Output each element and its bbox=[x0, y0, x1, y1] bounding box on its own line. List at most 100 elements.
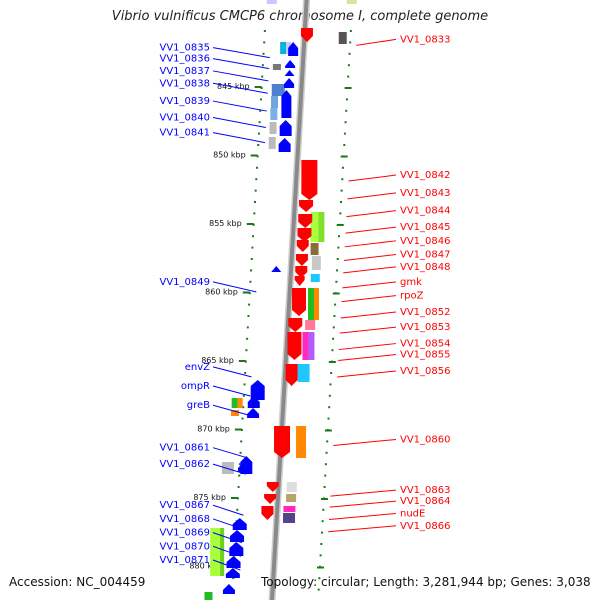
feature-block bbox=[268, 137, 276, 149]
reverse-gene-arrow bbox=[284, 70, 295, 76]
minor-tick-left bbox=[255, 166, 258, 169]
minor-tick-right bbox=[320, 531, 323, 534]
gene-label: VV1_0862 bbox=[160, 459, 211, 470]
forward-gene-arrow bbox=[299, 200, 314, 212]
leader-line bbox=[328, 512, 397, 520]
gene-label: VV1_0833 bbox=[400, 34, 451, 45]
reverse-gene-arrow bbox=[229, 542, 244, 556]
major-tick-right bbox=[344, 87, 352, 89]
reverse-gene-arrow bbox=[247, 408, 260, 418]
reverse-gene-arrow bbox=[230, 530, 245, 542]
backbone-group bbox=[268, 0, 311, 600]
map-title: Vibrio vulnificus CMCP6 chromosome I, co… bbox=[111, 9, 489, 24]
feature-block bbox=[266, 0, 277, 4]
reverse-gene-arrow bbox=[279, 120, 292, 136]
minor-tick-right bbox=[319, 554, 322, 557]
gene-label: VV1_0861 bbox=[160, 443, 211, 454]
forward-gene-arrow bbox=[261, 506, 274, 520]
forward-gene-arrow bbox=[264, 494, 277, 504]
minor-tick-right bbox=[330, 372, 333, 374]
leader-line bbox=[341, 295, 397, 303]
reverse-gene-arrow bbox=[237, 462, 250, 472]
leader-line bbox=[212, 385, 251, 397]
leader-line bbox=[333, 438, 397, 446]
gene-label: VV1_0846 bbox=[400, 236, 451, 247]
minor-tick-left bbox=[245, 349, 248, 352]
leader-line bbox=[212, 366, 252, 378]
leader-line bbox=[212, 58, 270, 70]
minor-tick-right bbox=[344, 121, 347, 124]
minor-tick-right bbox=[339, 201, 342, 203]
minor-tick-left bbox=[249, 280, 252, 283]
minor-tick-left bbox=[263, 30, 266, 32]
major-tick-right bbox=[340, 155, 348, 158]
reverse-gene-arrow bbox=[278, 138, 291, 152]
minor-tick-left bbox=[253, 212, 256, 215]
major-tick-left bbox=[254, 86, 262, 88]
minor-tick-left bbox=[246, 337, 249, 340]
minor-tick-left bbox=[244, 372, 247, 374]
minor-tick-right bbox=[328, 394, 331, 397]
minor-tick-right bbox=[335, 280, 338, 283]
forward-gene-arrow bbox=[300, 28, 313, 42]
leader-line bbox=[338, 354, 397, 362]
minor-tick-left bbox=[253, 201, 256, 203]
feature-block bbox=[310, 243, 319, 255]
feature-block bbox=[310, 274, 320, 282]
minor-tick-left bbox=[259, 109, 262, 112]
leader-line bbox=[212, 117, 266, 129]
minor-tick-left bbox=[255, 178, 258, 181]
minor-tick-left bbox=[254, 189, 257, 192]
feature-block bbox=[311, 256, 321, 270]
feature-block bbox=[269, 122, 277, 134]
leader-line bbox=[344, 240, 397, 248]
leader-line bbox=[330, 489, 397, 497]
minor-tick-right bbox=[327, 417, 330, 420]
leader-line bbox=[212, 463, 246, 475]
leader-line bbox=[339, 326, 397, 334]
feature-block bbox=[297, 364, 310, 382]
minor-tick-left bbox=[239, 451, 242, 454]
feature-block bbox=[204, 592, 213, 600]
leader-line bbox=[212, 404, 250, 416]
feature-block bbox=[310, 212, 319, 242]
minor-tick-right bbox=[340, 189, 343, 192]
feature-block bbox=[270, 108, 278, 120]
minor-tick-right bbox=[332, 326, 335, 329]
leader-line bbox=[346, 210, 397, 218]
feature-block bbox=[286, 482, 297, 492]
leader-line bbox=[212, 545, 242, 557]
leader-line bbox=[338, 343, 397, 351]
minor-tick-right bbox=[347, 75, 350, 78]
leader-line bbox=[340, 311, 397, 319]
gene-label: VV1_0867 bbox=[160, 500, 211, 511]
reverse-gene-arrow bbox=[247, 396, 260, 408]
minor-tick-left bbox=[259, 98, 262, 101]
minor-tick-right bbox=[322, 508, 325, 511]
gene-label: nudE bbox=[400, 508, 425, 519]
reverse-gene-arrow bbox=[222, 584, 235, 594]
minor-tick-left bbox=[237, 486, 240, 488]
feature-block bbox=[313, 288, 319, 320]
major-tick-right bbox=[317, 566, 325, 569]
minor-tick-right bbox=[348, 52, 351, 55]
gene-label: VV1_0852 bbox=[400, 307, 451, 318]
major-tick-left bbox=[250, 154, 258, 157]
gene-label: VV1_0848 bbox=[400, 262, 451, 273]
feature-block bbox=[283, 506, 296, 512]
minor-tick-right bbox=[339, 212, 342, 215]
scale-label: 870 kbp bbox=[197, 425, 230, 434]
gene-label: VV1_0866 bbox=[400, 521, 451, 532]
major-tick-right bbox=[320, 498, 328, 500]
minor-tick-left bbox=[262, 52, 265, 55]
minor-tick-right bbox=[324, 463, 327, 466]
leader-line bbox=[212, 82, 268, 94]
gene-label: envZ bbox=[185, 362, 210, 373]
major-tick-left bbox=[234, 428, 242, 431]
minor-tick-left bbox=[243, 383, 246, 386]
reverse-gene-arrow bbox=[285, 60, 296, 68]
minor-tick-right bbox=[318, 577, 321, 580]
leader-line bbox=[345, 226, 397, 234]
